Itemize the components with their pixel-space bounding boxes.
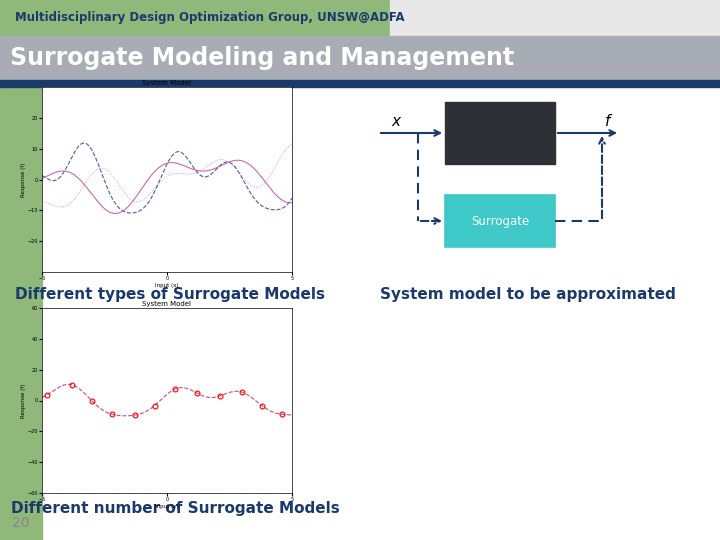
Bar — [445, 195, 555, 247]
Title: System Model: System Model — [143, 301, 192, 307]
Bar — [0, 80, 720, 87]
Text: Different types of Surrogate Models: Different types of Surrogate Models — [15, 287, 325, 302]
Text: System model to be approximated: System model to be approximated — [380, 287, 676, 302]
X-axis label: Input (x): Input (x) — [156, 504, 179, 509]
Text: 20: 20 — [12, 516, 30, 530]
Y-axis label: Response (f): Response (f) — [21, 383, 26, 417]
Text: f: f — [606, 114, 611, 130]
Bar — [0, 0, 390, 36]
Bar — [0, 36, 720, 80]
Text: Multidisciplinary Design Optimization Group, UNSW@ADFA: Multidisciplinary Design Optimization Gr… — [15, 11, 405, 24]
Y-axis label: Response (f): Response (f) — [21, 163, 26, 197]
Text: Surrogate Modeling and Management: Surrogate Modeling and Management — [10, 46, 514, 70]
Bar — [445, 102, 555, 164]
Text: x: x — [392, 114, 400, 130]
Title: System Model: System Model — [143, 80, 192, 86]
Bar — [0, 87, 42, 540]
X-axis label: Input (x): Input (x) — [156, 282, 179, 288]
Bar — [390, 0, 720, 36]
Text: Surrogate: Surrogate — [471, 214, 529, 227]
Text: Different number of Surrogate Models: Different number of Surrogate Models — [11, 501, 339, 516]
